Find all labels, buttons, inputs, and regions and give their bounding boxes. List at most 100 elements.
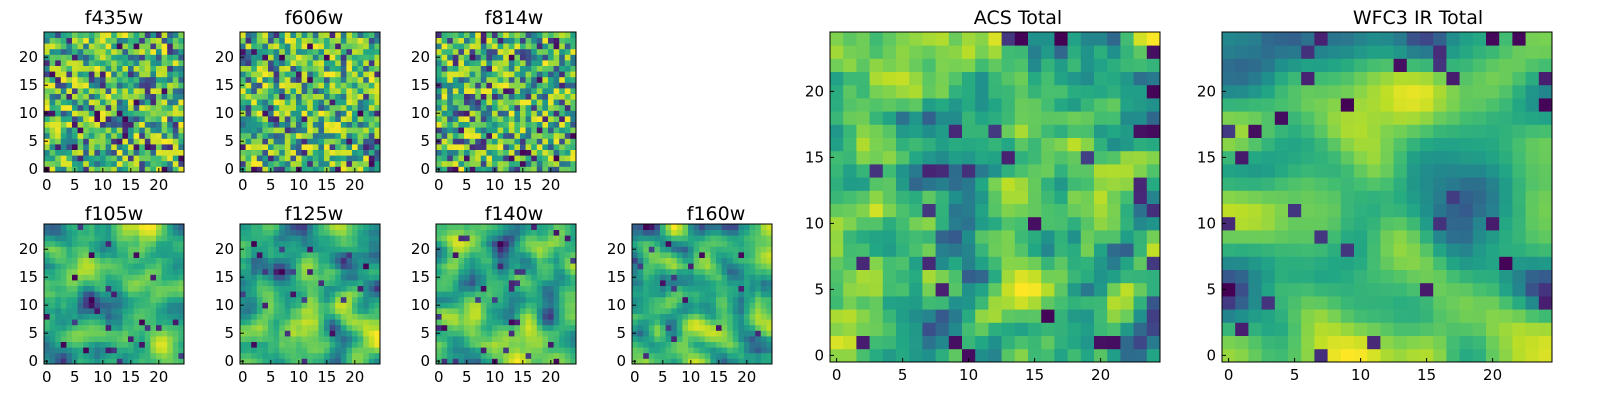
heatmap-cell	[268, 263, 274, 270]
heatmap-cell	[279, 144, 286, 150]
heatmap-cell	[570, 246, 577, 253]
heatmap-cell	[251, 127, 258, 134]
heatmap-cell	[727, 235, 734, 242]
heatmap-cell	[688, 268, 694, 275]
heatmap-cell	[988, 124, 1002, 138]
heatmap-cell	[497, 224, 504, 230]
heatmap-cell	[318, 144, 325, 150]
heatmap-cell	[60, 166, 67, 173]
heatmap-cell	[122, 138, 129, 145]
heatmap-cell	[676, 330, 683, 337]
heatmap-cell	[312, 76, 319, 83]
heatmap-cell	[909, 335, 923, 350]
heatmap-cell	[755, 268, 762, 275]
heatmap-cell	[1067, 150, 1082, 165]
heatmap-cell	[88, 224, 95, 230]
heatmap-cell	[301, 37, 308, 44]
heatmap-cell	[88, 99, 95, 106]
heatmap-cell	[55, 280, 62, 286]
heatmap-cell	[273, 127, 280, 134]
heatmap-cell	[531, 296, 538, 303]
heatmap-cell	[514, 65, 521, 72]
heatmap-cell	[475, 280, 482, 286]
heatmap-cell	[296, 240, 302, 247]
heatmap-cell	[654, 235, 661, 242]
heatmap-cell	[520, 76, 526, 83]
heatmap-cell	[329, 263, 336, 270]
x-tick-label: 0	[238, 176, 248, 194]
heatmap-cell	[116, 358, 123, 365]
heatmap-cell	[542, 43, 549, 50]
heatmap-cell	[548, 99, 554, 106]
heatmap-cell	[296, 324, 302, 331]
heatmap-cell	[150, 280, 157, 286]
heatmap-cell	[660, 263, 666, 270]
heatmap-cell	[256, 291, 263, 298]
heatmap-cell	[340, 93, 347, 100]
heatmap-cell	[882, 177, 897, 191]
heatmap-cell	[559, 291, 566, 298]
heatmap-cell	[559, 144, 566, 150]
heatmap-cell	[150, 330, 157, 337]
heatmap-cell	[755, 330, 762, 337]
heatmap-cell	[100, 330, 106, 337]
heatmap-cell	[654, 347, 661, 354]
heatmap-cell	[721, 257, 728, 264]
heatmap-cell	[273, 319, 280, 326]
heatmap-cell	[464, 99, 470, 106]
heatmap-cell	[480, 257, 487, 264]
heatmap-cell	[531, 43, 538, 50]
heatmap-cell	[100, 280, 106, 286]
heatmap-cell	[704, 313, 711, 320]
heatmap-cell	[514, 166, 521, 173]
heatmap-cell	[94, 341, 101, 348]
heatmap-cell	[1014, 203, 1029, 218]
heatmap-cell	[497, 291, 504, 298]
heatmap-cell	[279, 37, 286, 44]
heatmap-cell	[116, 32, 123, 38]
heatmap-cell	[564, 324, 571, 331]
heatmap-cell	[363, 319, 370, 326]
heatmap-cell	[716, 308, 722, 314]
heatmap-cell	[503, 121, 510, 128]
heatmap-cell	[710, 296, 717, 303]
heatmap-cell	[760, 263, 767, 270]
heatmap-cell	[716, 319, 722, 326]
heatmap-cell	[447, 252, 454, 258]
heatmap-cell	[441, 116, 448, 122]
heatmap-cell	[335, 160, 342, 167]
heatmap-cell	[161, 246, 168, 253]
heatmap-cell	[948, 282, 963, 297]
heatmap-cell	[178, 252, 185, 258]
heatmap-cell	[301, 257, 308, 264]
heatmap-cell	[284, 285, 291, 292]
heatmap-cell	[55, 336, 62, 342]
heatmap-cell	[144, 93, 151, 100]
heatmap-cell	[105, 347, 112, 354]
heatmap-cell	[536, 308, 543, 314]
heatmap-cell	[676, 240, 683, 247]
heatmap-cell	[172, 121, 179, 128]
heatmap-cell	[122, 285, 129, 292]
heatmap-cell	[553, 160, 560, 167]
heatmap-cell	[503, 235, 510, 242]
heatmap-cell	[732, 330, 739, 337]
heatmap-cell	[66, 149, 73, 156]
heatmap-cell	[693, 341, 700, 348]
heatmap-cell	[948, 256, 963, 270]
heatmap-cell	[363, 235, 370, 242]
heatmap-cell	[357, 76, 364, 83]
heatmap-cell	[144, 48, 151, 55]
heatmap-cell	[363, 48, 370, 55]
heatmap-cell	[284, 138, 291, 145]
heatmap-cell	[279, 104, 286, 111]
heatmap-cell	[660, 235, 666, 242]
heatmap-cell	[290, 149, 297, 156]
heatmap-cell	[732, 313, 739, 320]
heatmap-cell	[167, 149, 174, 156]
heatmap-cell	[643, 252, 650, 258]
heatmap-cell	[329, 235, 336, 242]
heatmap-cell	[346, 76, 353, 83]
heatmap-cell	[290, 37, 297, 44]
heatmap-cell	[133, 110, 140, 117]
